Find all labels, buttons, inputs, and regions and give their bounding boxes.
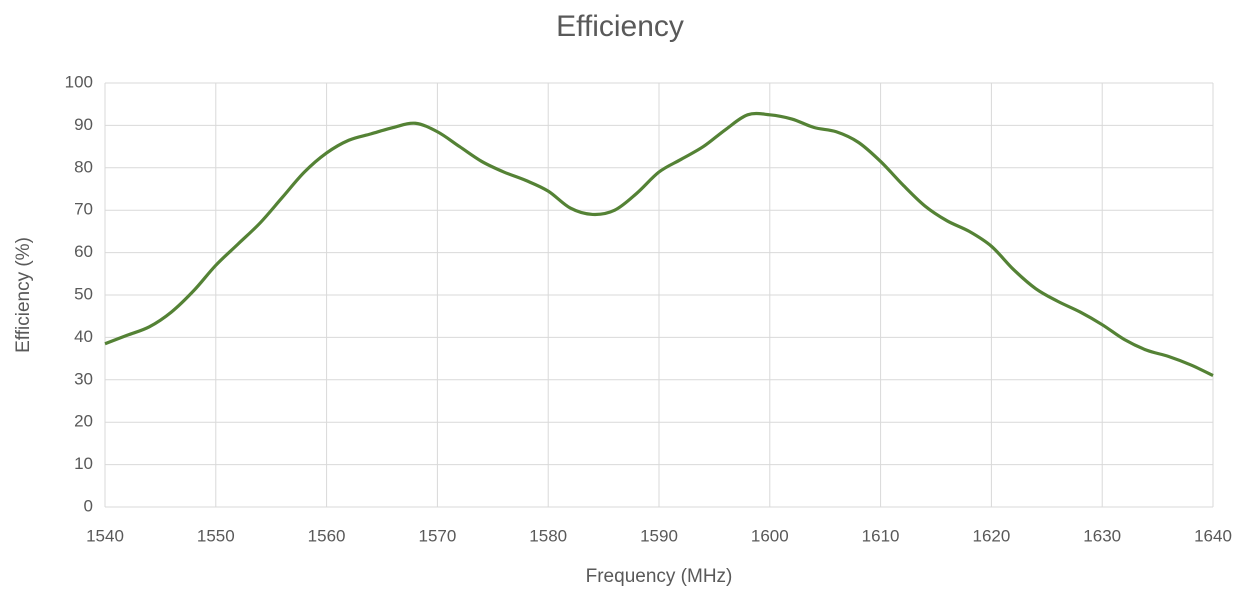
x-tick-label: 1540 — [86, 526, 124, 545]
data-line — [104, 111, 1214, 378]
x-axis-title: Frequency (MHz) — [586, 566, 733, 587]
chart-title: Efficiency — [556, 10, 684, 43]
y-tick-label: 0 — [84, 496, 93, 515]
y-tick-label: 70 — [74, 200, 93, 219]
y-tick-label: 60 — [74, 242, 93, 261]
y-tick-label: 80 — [74, 157, 93, 176]
y-tick-label: 30 — [74, 369, 93, 388]
x-tick-label: 1550 — [197, 526, 235, 545]
y-tick-label: 10 — [74, 454, 93, 473]
y-tick-label: 100 — [65, 72, 93, 91]
y-tick-label: 40 — [74, 327, 93, 346]
x-tick-label: 1630 — [1083, 526, 1121, 545]
x-tick-label: 1640 — [1194, 526, 1232, 545]
x-tick-label: 1600 — [751, 526, 789, 545]
y-tick-label: 90 — [74, 115, 93, 134]
x-tick-label: 1560 — [308, 526, 346, 545]
y-tick-label: 50 — [74, 284, 93, 303]
x-tick-label: 1610 — [862, 526, 900, 545]
y-axis-title: Efficiency (%) — [13, 237, 34, 353]
x-tick-label: 1620 — [972, 526, 1010, 545]
y-tick-label: 20 — [74, 412, 93, 431]
x-tick-label: 1590 — [640, 526, 678, 545]
x-tick-label: 1580 — [529, 526, 567, 545]
x-tick-label: 1570 — [418, 526, 456, 545]
